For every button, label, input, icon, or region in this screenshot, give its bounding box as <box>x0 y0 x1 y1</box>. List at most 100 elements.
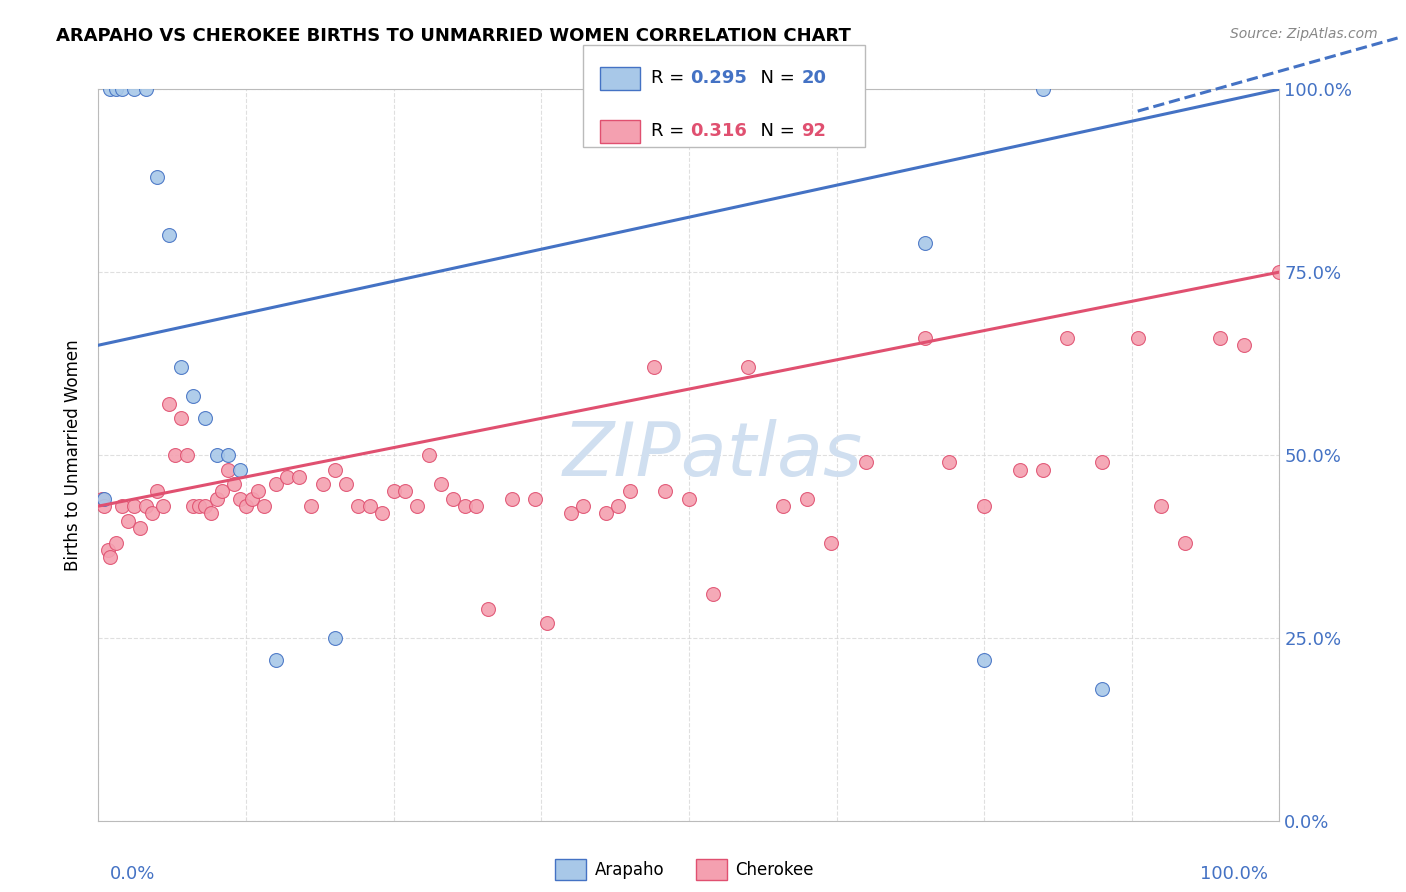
Point <box>371 507 394 521</box>
Point <box>560 507 582 521</box>
Point <box>181 499 204 513</box>
Point <box>914 235 936 250</box>
Point <box>146 169 169 184</box>
Point <box>240 491 263 506</box>
Point <box>93 491 115 506</box>
Point <box>938 455 960 469</box>
Point <box>105 535 128 549</box>
Text: Arapaho: Arapaho <box>595 861 665 879</box>
Point <box>1126 331 1149 345</box>
Point <box>1008 462 1031 476</box>
Point <box>157 397 180 411</box>
Point <box>122 82 145 96</box>
Point <box>607 499 630 513</box>
Point <box>595 507 617 521</box>
Point <box>1056 331 1078 345</box>
Point <box>91 491 114 506</box>
Point <box>229 491 252 506</box>
Point <box>122 499 145 513</box>
Point <box>205 448 228 462</box>
Point <box>128 521 150 535</box>
Point <box>323 631 346 645</box>
Point <box>165 448 187 462</box>
Point <box>1209 331 1232 345</box>
Point <box>1268 265 1291 279</box>
Point <box>772 499 794 513</box>
Point <box>973 653 995 667</box>
Point <box>418 448 440 462</box>
Point <box>299 499 322 513</box>
Point <box>97 543 120 558</box>
Point <box>187 499 209 513</box>
Point <box>430 477 453 491</box>
Point <box>855 455 877 469</box>
Point <box>643 360 665 375</box>
Point <box>453 499 475 513</box>
Text: R =: R = <box>651 122 690 140</box>
Point <box>276 470 298 484</box>
Point <box>288 470 311 484</box>
Point <box>194 499 217 513</box>
Point <box>135 499 157 513</box>
Text: 0.295: 0.295 <box>690 70 747 87</box>
Point <box>105 82 128 96</box>
Point <box>235 499 257 513</box>
Point <box>1091 455 1114 469</box>
Point <box>98 82 121 96</box>
Point <box>117 514 139 528</box>
Point <box>152 499 174 513</box>
Point <box>394 484 416 499</box>
Point <box>323 462 346 476</box>
Point <box>176 448 198 462</box>
Point <box>98 550 121 565</box>
Point <box>654 484 676 499</box>
Point <box>619 484 641 499</box>
Point <box>146 484 169 499</box>
Point <box>1032 462 1054 476</box>
Point <box>253 499 276 513</box>
Text: R =: R = <box>651 70 690 87</box>
Point <box>205 491 228 506</box>
Point <box>1032 82 1054 96</box>
Text: N =: N = <box>749 70 801 87</box>
Point <box>211 484 233 499</box>
Point <box>796 491 818 506</box>
Point <box>477 601 499 615</box>
Point <box>170 360 193 375</box>
Point <box>194 411 217 425</box>
Text: 100.0%: 100.0% <box>1199 864 1268 882</box>
Point <box>335 477 357 491</box>
Point <box>157 228 180 243</box>
Point <box>382 484 405 499</box>
Point <box>312 477 335 491</box>
Point <box>501 491 523 506</box>
Point <box>820 535 842 549</box>
Point <box>264 653 287 667</box>
Point <box>1091 681 1114 696</box>
Text: ARAPAHO VS CHEROKEE BIRTHS TO UNMARRIED WOMEN CORRELATION CHART: ARAPAHO VS CHEROKEE BIRTHS TO UNMARRIED … <box>56 27 851 45</box>
Text: 92: 92 <box>801 122 827 140</box>
Point <box>973 499 995 513</box>
Point <box>141 507 163 521</box>
Text: Source: ZipAtlas.com: Source: ZipAtlas.com <box>1230 27 1378 41</box>
Point <box>1174 535 1197 549</box>
Point <box>359 499 381 513</box>
Point <box>229 462 252 476</box>
Text: Cherokee: Cherokee <box>735 861 814 879</box>
Point <box>737 360 759 375</box>
Y-axis label: Births to Unmarried Women: Births to Unmarried Women <box>65 339 83 571</box>
Point <box>1150 499 1173 513</box>
Point <box>170 411 193 425</box>
Point <box>347 499 370 513</box>
Point <box>406 499 429 513</box>
Point <box>111 499 134 513</box>
Point <box>200 507 222 521</box>
Point <box>524 491 547 506</box>
Point <box>571 499 593 513</box>
Text: 0.316: 0.316 <box>690 122 747 140</box>
Point <box>441 491 464 506</box>
Point <box>93 499 115 513</box>
Text: ZIPatlas: ZIPatlas <box>562 419 863 491</box>
Point <box>217 448 239 462</box>
Point <box>224 477 246 491</box>
